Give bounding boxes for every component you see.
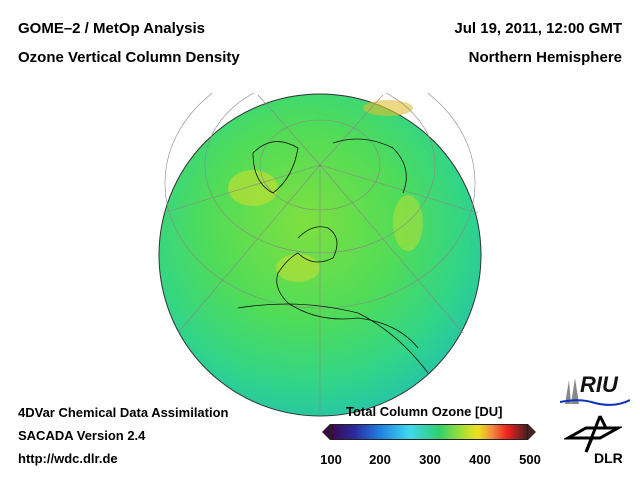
cathedral-icon <box>565 378 579 404</box>
colorbar-tick: 200 <box>369 452 391 467</box>
footer-method: 4DVar Chemical Data Assimilation <box>18 405 229 420</box>
dlr-logo: DLR <box>562 414 628 468</box>
colorbar-min-arrow <box>322 424 330 440</box>
footer-url[interactable]: http://wdc.dlr.de <box>18 451 118 466</box>
graticule <box>162 93 479 416</box>
dlr-logo-text: DLR <box>594 450 623 466</box>
colorbar-max-arrow <box>528 424 536 440</box>
timestamp: Jul 19, 2011, 12:00 GMT <box>454 20 622 37</box>
footer-version: SACADA Version 2.4 <box>18 428 146 443</box>
colorbar-tick: 100 <box>320 452 342 467</box>
riu-logo: RIU <box>560 372 630 406</box>
region-label: Northern Hemisphere <box>468 49 622 66</box>
dlr-emblem-icon <box>562 415 624 453</box>
coastlines <box>237 138 429 374</box>
product-subtitle: Ozone Vertical Column Density <box>18 49 240 66</box>
colorbar-tick: 500 <box>519 452 541 467</box>
colorbar <box>330 424 528 440</box>
colorbar-tick: 300 <box>419 452 441 467</box>
colorbar-title: Total Column Ozone [DU] <box>346 404 503 419</box>
ozone-globe-map <box>158 93 482 417</box>
colorbar-tick: 400 <box>469 452 491 467</box>
riu-logo-text: RIU <box>580 372 618 397</box>
product-title: GOME–2 / MetOp Analysis <box>18 20 205 37</box>
